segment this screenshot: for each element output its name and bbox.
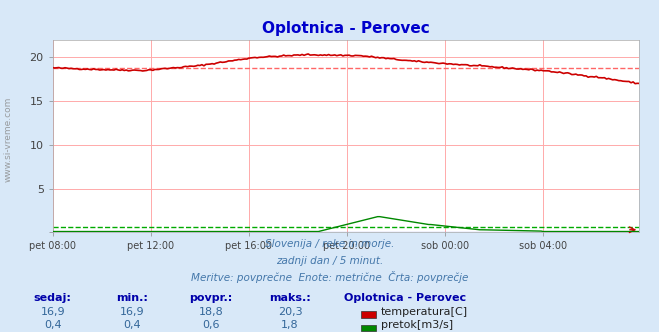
Text: 0,4: 0,4 xyxy=(123,320,140,330)
Text: povpr.:: povpr.: xyxy=(189,293,233,303)
Text: Oplotnica - Perovec: Oplotnica - Perovec xyxy=(344,293,467,303)
Text: min.:: min.: xyxy=(116,293,148,303)
Title: Oplotnica - Perovec: Oplotnica - Perovec xyxy=(262,21,430,36)
Text: 20,3: 20,3 xyxy=(277,307,302,317)
Text: temperatura[C]: temperatura[C] xyxy=(381,307,468,317)
Text: www.si-vreme.com: www.si-vreme.com xyxy=(3,97,13,182)
Text: 16,9: 16,9 xyxy=(40,307,65,317)
Text: sedaj:: sedaj: xyxy=(34,293,72,303)
Text: Slovenija / reke in morje.: Slovenija / reke in morje. xyxy=(265,239,394,249)
Text: pretok[m3/s]: pretok[m3/s] xyxy=(381,320,453,330)
Text: 18,8: 18,8 xyxy=(198,307,223,317)
Text: 16,9: 16,9 xyxy=(119,307,144,317)
Text: Meritve: povprečne  Enote: metrične  Črta: povprečje: Meritve: povprečne Enote: metrične Črta:… xyxy=(191,271,468,283)
Text: zadnji dan / 5 minut.: zadnji dan / 5 minut. xyxy=(276,256,383,266)
Text: 0,4: 0,4 xyxy=(44,320,61,330)
Text: maks.:: maks.: xyxy=(269,293,311,303)
Text: 0,6: 0,6 xyxy=(202,320,219,330)
Text: 1,8: 1,8 xyxy=(281,320,299,330)
